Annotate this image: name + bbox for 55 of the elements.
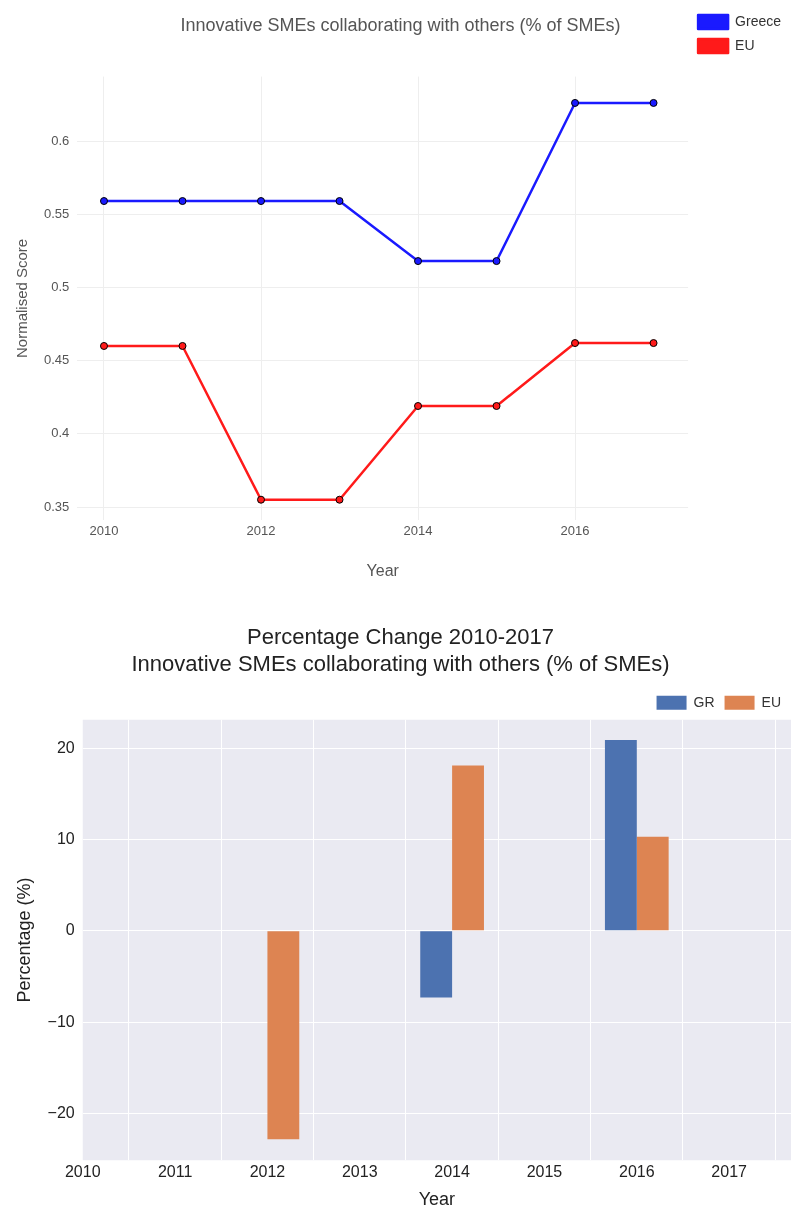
chart-title: Innovative SMEs collaborating with others (% of SMEs): [180, 14, 621, 35]
x-tick-label: 2012: [249, 1163, 286, 1181]
x-tick-label: 2012: [246, 522, 276, 538]
point: [414, 257, 423, 266]
y-tick-label: 0.45: [43, 352, 70, 368]
legend-label: EU: [735, 36, 755, 53]
point: [178, 197, 187, 206]
y-tick-label: 20: [56, 738, 75, 756]
point: [649, 339, 658, 348]
y-tick-label: 0.4: [51, 425, 70, 441]
y-axis-title: Normalised Score: [13, 238, 31, 359]
x-tick-label: 2010: [89, 522, 119, 538]
point: [335, 197, 344, 206]
legend-label: Greece: [735, 12, 782, 29]
x-tick-label: 2013: [341, 1163, 378, 1181]
point: [414, 402, 423, 411]
point: [257, 197, 266, 206]
point: [492, 257, 501, 266]
bar: [267, 931, 300, 1140]
point: [99, 197, 108, 206]
y-tick-label: 0.6: [51, 132, 70, 148]
point: [571, 98, 580, 107]
x-tick-label: 2014: [434, 1163, 471, 1181]
x-axis-title: Year: [366, 561, 400, 579]
legend-label: GR: [693, 693, 715, 710]
x-tick-label: 2016: [560, 522, 590, 538]
bar: [636, 836, 669, 931]
point: [571, 339, 580, 348]
y-axis-title: Percentage (%): [13, 877, 34, 1003]
point: [492, 402, 501, 411]
x-tick-label: 2014: [403, 522, 433, 538]
y-tick-label: 0.35: [43, 498, 70, 514]
point: [178, 341, 187, 350]
legend-label: EU: [761, 693, 781, 710]
x-tick-label: 2017: [711, 1163, 748, 1181]
bar: [604, 739, 637, 931]
x-tick-label: 2011: [157, 1163, 193, 1181]
x-axis-title: Year: [418, 1189, 456, 1210]
y-tick-label: −20: [47, 1104, 75, 1122]
point: [649, 98, 658, 107]
y-tick-label: 0: [65, 921, 75, 939]
bar: [420, 931, 453, 998]
point: [335, 495, 344, 504]
x-tick-label: 2016: [618, 1163, 655, 1181]
y-tick-label: 10: [56, 829, 75, 847]
x-tick-label: 2015: [526, 1163, 563, 1181]
y-tick-label: −10: [47, 1012, 75, 1030]
bar: [452, 765, 484, 931]
chart-title: Percentage Change 2010-2017: [246, 624, 555, 650]
point: [257, 495, 266, 504]
x-tick-label: 2010: [64, 1163, 101, 1181]
point: [99, 341, 108, 350]
y-tick-label: 0.5: [51, 279, 70, 294]
chart-subtitle: Innovative SMEs collaborating with others (% of SMEs): [131, 650, 670, 676]
y-tick-label: 0.55: [43, 205, 70, 221]
